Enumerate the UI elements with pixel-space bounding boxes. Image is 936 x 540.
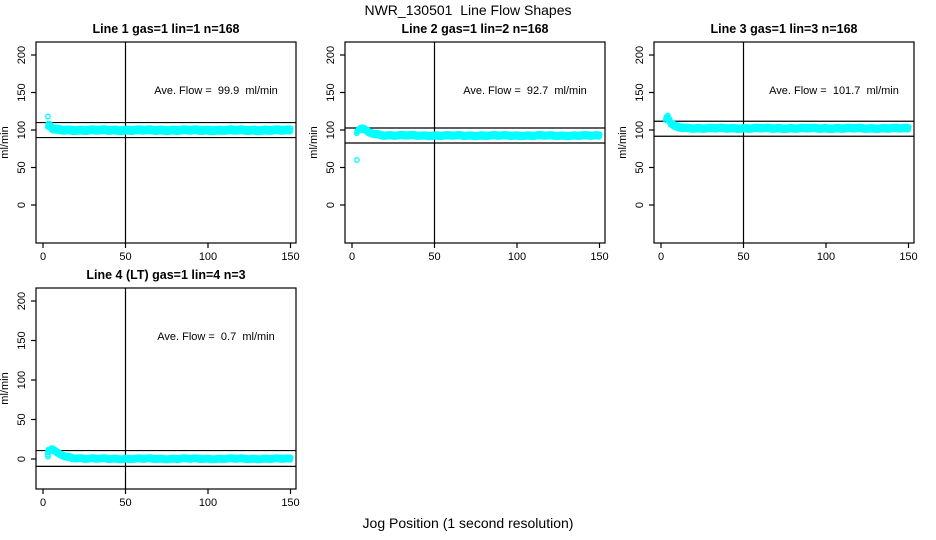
x-tick-label: 50 <box>119 497 131 509</box>
y-tick-label: 0 <box>325 202 337 208</box>
y-tick-label: 0 <box>16 202 28 208</box>
figure-title: NWR_130501 Line Flow Shapes <box>364 2 572 18</box>
subplot-3-canvas: Line 3 gas=1 lin=3 n=168 0 50 100 150 200 ml/m… <box>617 22 918 263</box>
y-tick-label: 100 <box>16 371 28 389</box>
y-tick-label: 200 <box>16 46 28 64</box>
subplot-4: Line 4 (LT) gas=1 lin=4 n=3 0 50 100 150 200 m… <box>0 266 312 512</box>
subplot-title: Line 3 gas=1 lin=3 n=168 <box>711 22 858 36</box>
ave-flow-annotation: Ave. Flow = 101.7 ml/min <box>769 85 899 97</box>
flow-point <box>288 454 294 461</box>
subplot-1: Line 1 gas=1 lin=1 n=168 0 50 100 150 200 ml/m… <box>0 20 312 266</box>
x-tick-label: 100 <box>817 251 835 263</box>
ave-flow-annotation: Ave. Flow = 92.7 ml/min <box>463 85 587 97</box>
y-tick-label: 200 <box>634 46 646 64</box>
flow-points-series <box>44 113 294 136</box>
subplot-2-canvas: Line 2 gas=1 lin=2 n=168 0 50 100 150 200 ml/m… <box>308 22 609 263</box>
flow-outlier-point <box>45 113 51 120</box>
y-tick-label: 50 <box>16 161 28 173</box>
x-tick-label: 100 <box>508 251 526 263</box>
y-axis-label: ml/min <box>0 126 11 158</box>
subplot-title: Line 1 gas=1 lin=1 n=168 <box>93 22 240 36</box>
y-tick-label: 100 <box>16 121 28 139</box>
y-tick-label: 150 <box>634 83 646 101</box>
y-tick-label: 50 <box>16 413 28 425</box>
y-axis-label: ml/min <box>309 126 320 158</box>
flow-outlier-point <box>45 453 51 460</box>
y-axis-label: ml/min <box>0 372 11 404</box>
subplot-title: Line 2 gas=1 lin=2 n=168 <box>402 22 549 36</box>
subplot-1-canvas: Line 1 gas=1 lin=1 n=168 0 50 100 150 200 ml/m… <box>0 22 300 263</box>
x-tick-label: 100 <box>199 497 217 509</box>
flow-outlier-point <box>45 451 51 458</box>
flow-point <box>597 131 603 137</box>
subplot-3: Line 3 gas=1 lin=3 n=168 0 50 100 150 200 ml/m… <box>617 20 930 266</box>
subplot-4-canvas: Line 4 (LT) gas=1 lin=4 n=3 0 50 100 150 200 m… <box>0 268 300 509</box>
y-tick-label: 150 <box>16 83 28 101</box>
flow-point <box>906 123 912 130</box>
y-tick-label: 50 <box>634 161 646 173</box>
x-tick-label: 0 <box>658 251 664 263</box>
subplot-2: Line 2 gas=1 lin=2 n=168 0 50 100 150 200 ml/m… <box>308 20 621 266</box>
y-tick-label: 50 <box>325 161 337 173</box>
flow-point <box>288 125 294 132</box>
y-tick-label: 150 <box>325 83 337 101</box>
ave-flow-annotation: Ave. Flow = 0.7 ml/min <box>157 331 274 343</box>
x-tick-label: 150 <box>281 251 299 263</box>
y-tick-label: 0 <box>16 456 28 462</box>
y-tick-label: 100 <box>325 121 337 139</box>
y-axis-label: ml/min <box>618 126 629 158</box>
subplot-title: Line 4 (LT) gas=1 lin=4 n=3 <box>86 268 245 282</box>
x-tick-label: 0 <box>349 251 355 263</box>
x-tick-label: 50 <box>737 251 749 263</box>
x-tick-label: 50 <box>428 251 440 263</box>
figure-x-axis-label: Jog Position (1 second resolution) <box>362 515 574 531</box>
x-tick-label: 50 <box>119 251 131 263</box>
x-tick-label: 150 <box>590 251 608 263</box>
flow-points-series <box>662 112 912 134</box>
plot-box <box>35 41 297 244</box>
ave-flow-annotation: Ave. Flow = 99.9 ml/min <box>154 85 278 97</box>
x-tick-label: 100 <box>199 251 217 263</box>
x-tick-label: 150 <box>281 497 299 509</box>
x-tick-label: 0 <box>40 251 46 263</box>
y-tick-label: 150 <box>16 331 28 349</box>
x-tick-label: 0 <box>40 497 46 509</box>
y-tick-label: 0 <box>634 202 646 208</box>
flow-points-series <box>44 445 294 464</box>
x-tick-label: 150 <box>899 251 917 263</box>
plot-box <box>653 41 915 244</box>
y-tick-label: 200 <box>16 292 28 310</box>
flow-outlier-point <box>354 157 360 163</box>
flow-points-series <box>353 124 603 163</box>
y-tick-label: 100 <box>634 121 646 139</box>
plot-box <box>35 287 297 490</box>
y-tick-label: 200 <box>325 46 337 64</box>
